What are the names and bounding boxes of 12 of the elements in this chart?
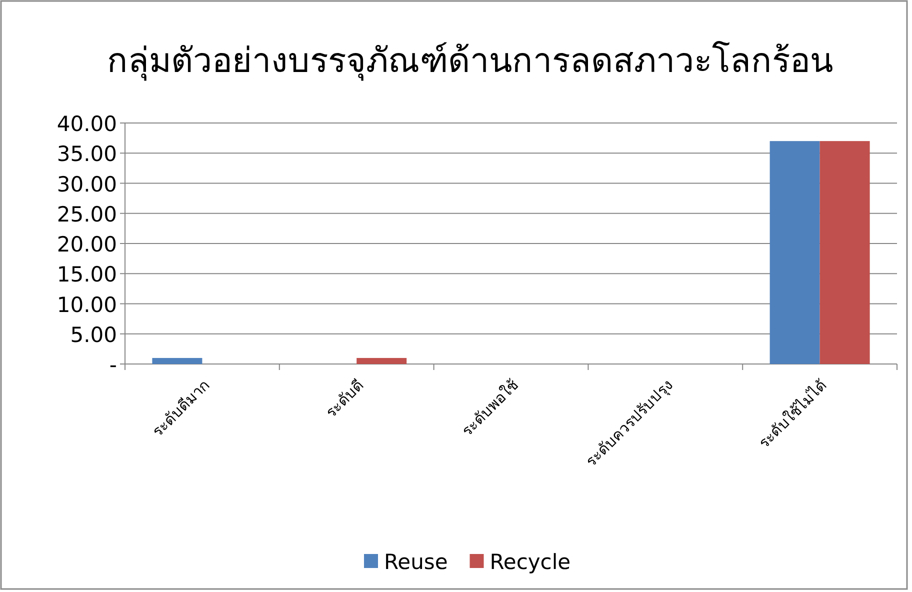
- y-tick-label: 5.00: [70, 322, 117, 347]
- legend-label: Recycle: [490, 550, 571, 574]
- y-tick-label: 30.00: [56, 172, 117, 196]
- y-tick-label: 35.00: [56, 142, 117, 166]
- legend-label: Reuse: [384, 550, 448, 574]
- y-tick-label: 10.00: [56, 292, 117, 317]
- y-tick-label: 25.00: [56, 202, 117, 226]
- chart-title: กลุ่มตัวอย่างบรรจุภัณฑ์ด้านการลดสภาวะโลกร้อน: [107, 41, 833, 81]
- y-tick-label: 15.00: [56, 262, 117, 287]
- y-tick-label: 40.00: [56, 112, 117, 136]
- y-tick-label: -: [109, 353, 117, 377]
- y-tick-label: 20.00: [56, 232, 117, 256]
